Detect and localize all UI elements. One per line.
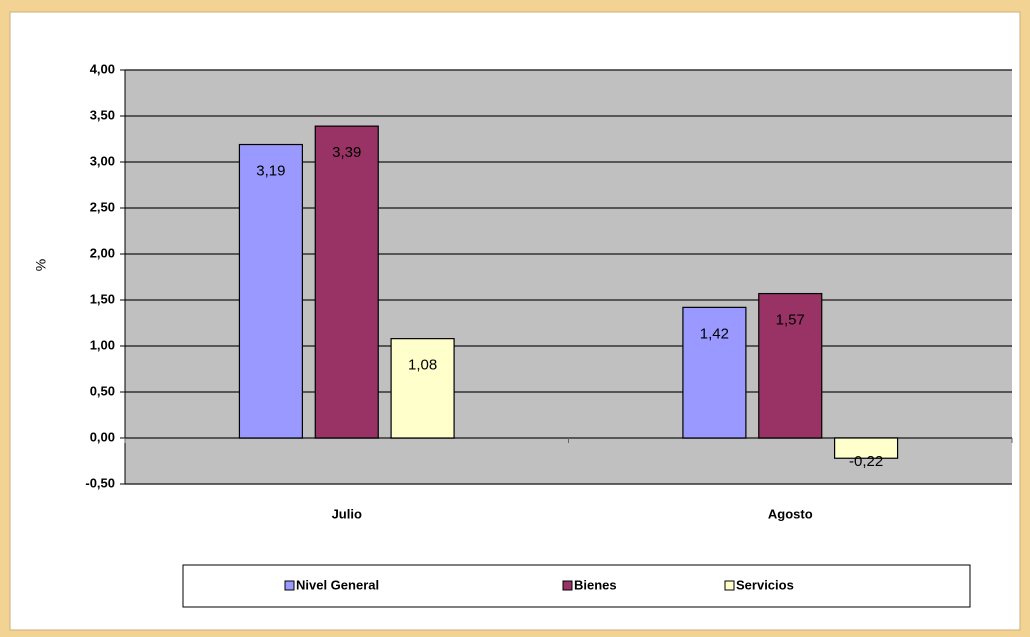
legend-label: Bienes: [574, 577, 617, 592]
y-tick-label: 3,00: [90, 153, 115, 168]
legend-swatch: [284, 580, 295, 591]
y-tick-label: 2,00: [90, 245, 115, 260]
y-tick-label: 2,50: [90, 199, 115, 214]
x-tick-label: Julio: [332, 506, 362, 521]
legend-box: [182, 564, 971, 608]
y-tick-label: 1,50: [90, 291, 115, 306]
y-tick-label: 4,00: [90, 61, 115, 76]
value-label: 1,08: [408, 357, 437, 374]
bar: [758, 292, 823, 439]
value-label: 3,19: [256, 162, 285, 179]
bar: [390, 338, 455, 439]
y-tick-label: -0,50: [85, 475, 115, 490]
y-axis-label: %: [33, 259, 49, 271]
legend-label: Nivel General: [296, 577, 379, 592]
y-tick-label: 3,50: [90, 107, 115, 122]
bar: [238, 143, 304, 439]
value-label: 3,39: [332, 144, 361, 161]
bar: [314, 125, 379, 439]
y-tick-label: 1,00: [90, 337, 115, 352]
bar: [682, 306, 747, 439]
legend-label: Servicios: [736, 577, 794, 592]
x-tick-label: Agosto: [768, 506, 813, 521]
y-tick-label: 0,00: [90, 429, 115, 444]
bar: [833, 437, 899, 459]
value-label: -0,22: [849, 453, 883, 470]
value-label: 1,57: [776, 312, 805, 329]
legend-swatch: [562, 580, 573, 591]
y-tick-label: 0,50: [90, 383, 115, 398]
legend-swatch: [724, 580, 735, 591]
value-label: 1,42: [700, 325, 729, 342]
